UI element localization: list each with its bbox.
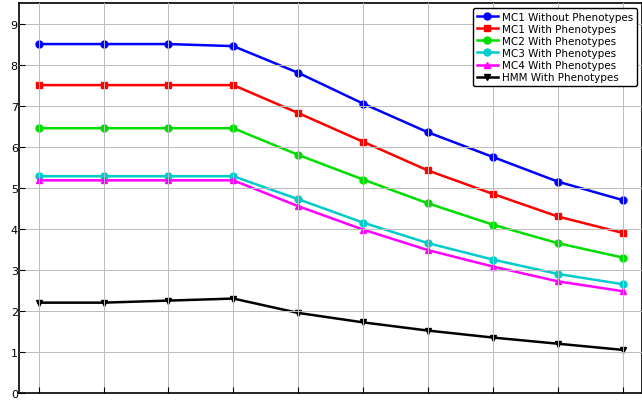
MC4 With Phenotypes <box>489 265 497 269</box>
MC1 With Phenotypes <box>360 140 367 145</box>
MC1 With Phenotypes <box>164 83 172 88</box>
HMM With Phenotypes <box>100 300 107 305</box>
MC1 Without Phenotypes <box>489 155 497 160</box>
MC1 With Phenotypes <box>424 169 432 174</box>
MC1 With Phenotypes <box>100 83 107 88</box>
MC1 Without Phenotypes <box>360 102 367 107</box>
MC1 Without Phenotypes <box>164 43 172 47</box>
MC1 With Phenotypes <box>294 111 302 116</box>
MC2 With Phenotypes <box>619 255 627 260</box>
MC3 With Phenotypes <box>164 174 172 179</box>
MC1 Without Phenotypes <box>35 43 42 47</box>
MC4 With Phenotypes <box>424 248 432 253</box>
HMM With Phenotypes <box>360 320 367 325</box>
MC1 Without Phenotypes <box>229 45 237 49</box>
MC3 With Phenotypes <box>229 174 237 179</box>
Line: MC2 With Phenotypes: MC2 With Phenotypes <box>35 126 626 261</box>
HMM With Phenotypes <box>619 348 627 352</box>
HMM With Phenotypes <box>424 328 432 333</box>
MC3 With Phenotypes <box>360 221 367 225</box>
HMM With Phenotypes <box>489 335 497 340</box>
Line: MC1 With Phenotypes: MC1 With Phenotypes <box>35 83 626 237</box>
MC2 With Phenotypes <box>164 126 172 131</box>
MC3 With Phenotypes <box>554 272 562 277</box>
Line: MC3 With Phenotypes: MC3 With Phenotypes <box>35 173 626 288</box>
HMM With Phenotypes <box>164 298 172 303</box>
MC4 With Phenotypes <box>35 178 42 183</box>
MC2 With Phenotypes <box>554 241 562 246</box>
Line: HMM With Phenotypes: HMM With Phenotypes <box>35 296 626 353</box>
MC3 With Phenotypes <box>294 197 302 202</box>
MC4 With Phenotypes <box>554 279 562 284</box>
Line: MC1 Without Phenotypes: MC1 Without Phenotypes <box>35 41 626 204</box>
MC2 With Phenotypes <box>35 126 42 131</box>
MC4 With Phenotypes <box>100 178 107 183</box>
MC1 Without Phenotypes <box>554 180 562 184</box>
MC1 With Phenotypes <box>554 215 562 219</box>
MC2 With Phenotypes <box>100 126 107 131</box>
MC2 With Phenotypes <box>489 223 497 227</box>
MC1 Without Phenotypes <box>294 71 302 76</box>
MC1 With Phenotypes <box>229 83 237 88</box>
HMM With Phenotypes <box>35 300 42 305</box>
HMM With Phenotypes <box>294 311 302 316</box>
MC2 With Phenotypes <box>360 178 367 182</box>
HMM With Phenotypes <box>554 341 562 346</box>
MC3 With Phenotypes <box>424 241 432 246</box>
MC1 With Phenotypes <box>489 192 497 197</box>
MC3 With Phenotypes <box>35 174 42 179</box>
MC2 With Phenotypes <box>294 153 302 158</box>
MC2 With Phenotypes <box>424 201 432 206</box>
MC2 With Phenotypes <box>229 126 237 131</box>
Line: MC4 With Phenotypes: MC4 With Phenotypes <box>35 177 626 295</box>
MC4 With Phenotypes <box>360 228 367 233</box>
MC1 Without Phenotypes <box>619 198 627 203</box>
MC4 With Phenotypes <box>164 178 172 183</box>
MC3 With Phenotypes <box>100 174 107 179</box>
MC1 With Phenotypes <box>619 231 627 236</box>
MC1 Without Phenotypes <box>100 43 107 47</box>
MC3 With Phenotypes <box>489 257 497 262</box>
MC1 Without Phenotypes <box>424 131 432 136</box>
HMM With Phenotypes <box>229 296 237 301</box>
MC4 With Phenotypes <box>294 204 302 209</box>
MC3 With Phenotypes <box>619 282 627 287</box>
MC1 With Phenotypes <box>35 83 42 88</box>
Legend: MC1 Without Phenotypes, MC1 With Phenotypes, MC2 With Phenotypes, MC3 With Pheno: MC1 Without Phenotypes, MC1 With Phenoty… <box>473 9 637 87</box>
MC4 With Phenotypes <box>619 289 627 294</box>
MC4 With Phenotypes <box>229 178 237 183</box>
